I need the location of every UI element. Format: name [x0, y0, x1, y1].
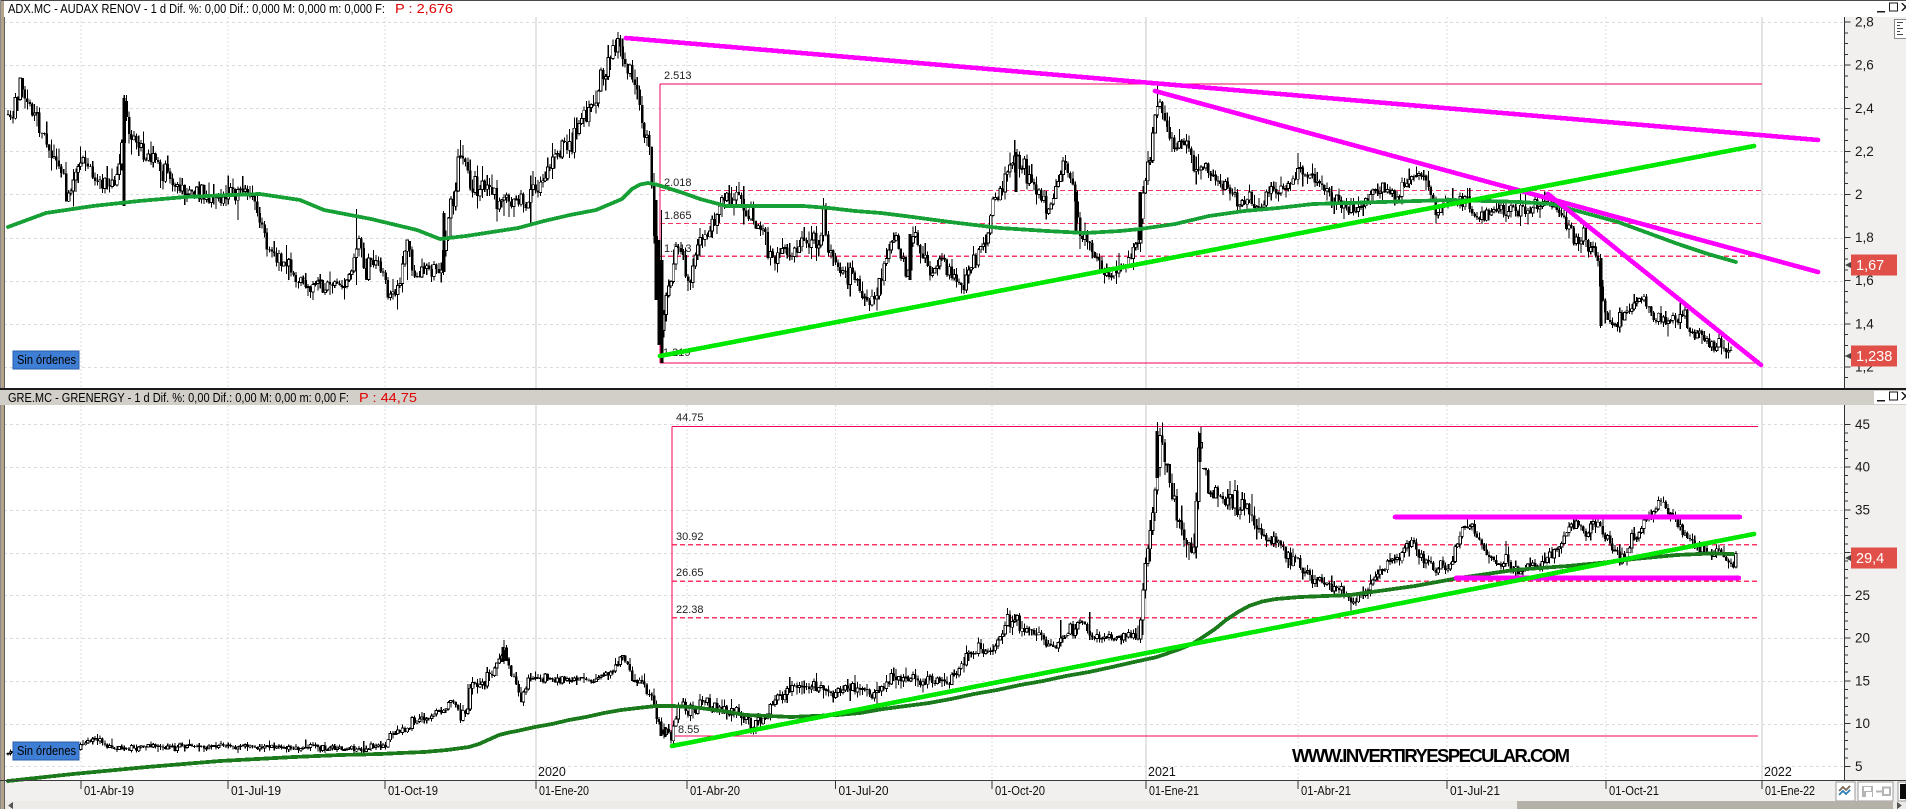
svg-text:01-Jul-19: 01-Jul-19	[231, 784, 281, 798]
svg-text:01-Abr-20: 01-Abr-20	[690, 784, 740, 798]
svg-text:01-Ene-21: 01-Ene-21	[1149, 784, 1199, 798]
svg-text:01-Jul-20: 01-Jul-20	[839, 784, 889, 798]
svg-text:1.865: 1.865	[664, 210, 692, 222]
svg-text:44.75: 44.75	[676, 412, 704, 424]
svg-text:01-Ene-20: 01-Ene-20	[539, 784, 589, 798]
svg-text:1,6: 1,6	[1855, 273, 1874, 288]
svg-text:45: 45	[1855, 417, 1870, 432]
svg-text:30.92: 30.92	[676, 531, 704, 543]
svg-text:1,238: 1,238	[1856, 349, 1892, 365]
svg-text:WWW.INVERTIRYESPECULAR.COM: WWW.INVERTIRYESPECULAR.COM	[1292, 745, 1570, 766]
svg-text:01-Oct-20: 01-Oct-20	[995, 784, 1045, 798]
svg-text:35: 35	[1855, 502, 1870, 517]
svg-text:2,8: 2,8	[1855, 15, 1874, 30]
svg-text:8.55: 8.55	[678, 724, 699, 736]
svg-text:Sin órdenes: Sin órdenes	[17, 744, 76, 758]
svg-text:29,4: 29,4	[1856, 551, 1884, 567]
svg-text:40: 40	[1855, 460, 1870, 475]
svg-text:20: 20	[1855, 631, 1870, 646]
svg-text:2,2: 2,2	[1855, 144, 1874, 159]
svg-text:2.018: 2.018	[664, 177, 692, 189]
svg-text:01-Ene-22: 01-Ene-22	[1765, 784, 1815, 798]
svg-text:01-Abr-19: 01-Abr-19	[84, 784, 134, 798]
svg-text:2021: 2021	[1148, 765, 1176, 779]
svg-text:01-Abr-21: 01-Abr-21	[1301, 784, 1351, 798]
svg-text:01-Oct-19: 01-Oct-19	[388, 784, 438, 798]
svg-text:5: 5	[1855, 759, 1863, 774]
svg-text:01-Oct-21: 01-Oct-21	[1609, 784, 1659, 798]
svg-text:P : 44,75: P : 44,75	[359, 390, 417, 405]
svg-text:2.513: 2.513	[664, 70, 692, 82]
svg-text:10: 10	[1855, 716, 1870, 731]
svg-text:ADX.MC - AUDAX RENOV - 1 d D: ADX.MC - AUDAX RENOV - 1 d Dif. %: 0,00 …	[8, 1, 385, 16]
svg-text:01-Jul-21: 01-Jul-21	[1450, 784, 1500, 798]
svg-text:GRE.MC - GRENERGY - 1 d Dif.: GRE.MC - GRENERGY - 1 d Dif. %: 0,00 Dif…	[8, 390, 349, 405]
svg-text:26.65: 26.65	[676, 567, 704, 579]
svg-text:2: 2	[1855, 187, 1863, 202]
svg-text:1,8: 1,8	[1855, 230, 1874, 245]
svg-text:22.38: 22.38	[676, 604, 704, 616]
svg-text:25: 25	[1855, 588, 1870, 603]
svg-text:2022: 2022	[1764, 765, 1792, 779]
svg-text:2,4: 2,4	[1855, 101, 1874, 116]
svg-text:P : 2,676: P : 2,676	[395, 1, 453, 16]
svg-text:Sin órdenes: Sin órdenes	[17, 353, 76, 367]
svg-text:2,6: 2,6	[1855, 58, 1874, 73]
svg-text:1,67: 1,67	[1856, 258, 1884, 274]
svg-text:2020: 2020	[538, 765, 566, 779]
svg-text:1,4: 1,4	[1855, 316, 1874, 331]
svg-text:15: 15	[1855, 673, 1870, 688]
